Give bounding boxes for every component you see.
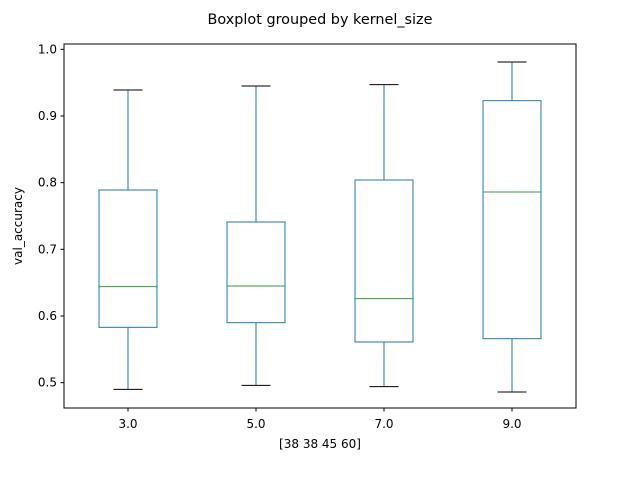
y-tick-label: 0.5 [38, 376, 57, 390]
y-tick-label: 0.6 [38, 309, 57, 323]
x-tick-label: 3.0 [118, 417, 137, 431]
box-iqr [226, 221, 286, 324]
y-tick-label: 1.0 [38, 42, 57, 56]
plot-area [98, 61, 542, 393]
x-tick-label: 9.0 [502, 417, 521, 431]
box-group [354, 84, 414, 388]
x-axis: 3.0 5.0 7.0 9.0 [118, 408, 522, 431]
x-tick-label: 5.0 [246, 417, 265, 431]
box-iqr [482, 100, 542, 340]
y-axis-label: val_accuracy [11, 187, 25, 265]
box-group [226, 85, 286, 386]
y-tick-label: 0.7 [38, 242, 57, 256]
box-iqr [354, 179, 414, 343]
axes-frame [63, 43, 577, 409]
chart-title: Boxplot grouped by kernel_size [208, 12, 433, 28]
y-tick-label: 0.9 [38, 109, 57, 123]
x-axis-label: [38 38 45 60] [279, 437, 361, 451]
y-tick-label: 0.8 [38, 176, 57, 190]
box-group [482, 61, 542, 393]
box-group [98, 89, 158, 390]
x-tick-label: 7.0 [374, 417, 393, 431]
box-iqr [98, 189, 158, 328]
y-axis: 0.5 0.6 0.7 0.8 0.9 1.0 [38, 42, 64, 390]
